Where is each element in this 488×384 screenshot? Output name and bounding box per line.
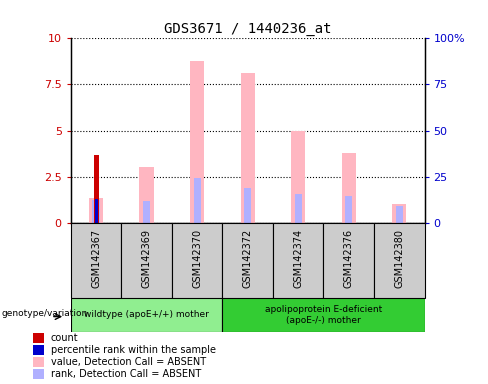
Text: GSM142372: GSM142372 xyxy=(243,229,253,288)
Bar xyxy=(273,223,324,298)
Bar xyxy=(89,198,103,223)
Bar xyxy=(33,333,44,343)
Bar xyxy=(223,223,273,298)
Bar xyxy=(172,223,223,298)
Text: genotype/variation: genotype/variation xyxy=(1,309,88,318)
Text: GSM142369: GSM142369 xyxy=(142,229,152,288)
Text: GSM142367: GSM142367 xyxy=(91,229,101,288)
Bar xyxy=(392,204,407,223)
Bar xyxy=(324,223,374,298)
Bar xyxy=(71,298,223,332)
Bar xyxy=(295,194,302,223)
Text: GSM142380: GSM142380 xyxy=(394,229,404,288)
Bar xyxy=(93,200,100,223)
Bar xyxy=(396,206,403,223)
Text: percentile rank within the sample: percentile rank within the sample xyxy=(51,345,216,355)
Text: count: count xyxy=(51,333,79,343)
Bar xyxy=(194,177,201,223)
Text: apolipoprotein E-deficient
(apoE-/-) mother: apolipoprotein E-deficient (apoE-/-) mot… xyxy=(265,305,382,324)
Title: GDS3671 / 1440236_at: GDS3671 / 1440236_at xyxy=(164,22,331,36)
Bar xyxy=(33,369,44,379)
Bar xyxy=(140,167,154,223)
Bar xyxy=(190,61,204,223)
Bar xyxy=(33,358,44,367)
Text: GSM142370: GSM142370 xyxy=(192,229,202,288)
Text: rank, Detection Call = ABSENT: rank, Detection Call = ABSENT xyxy=(51,369,201,379)
Bar xyxy=(342,153,356,223)
Bar xyxy=(244,188,251,223)
Bar xyxy=(94,154,99,223)
Bar xyxy=(291,131,305,223)
Bar xyxy=(241,73,255,223)
Text: GSM142374: GSM142374 xyxy=(293,229,303,288)
Text: wildtype (apoE+/+) mother: wildtype (apoE+/+) mother xyxy=(84,310,209,319)
Bar xyxy=(33,345,44,355)
Bar xyxy=(374,223,425,298)
Text: value, Detection Call = ABSENT: value, Detection Call = ABSENT xyxy=(51,357,206,367)
Bar xyxy=(71,223,122,298)
Bar xyxy=(122,223,172,298)
Text: GSM142376: GSM142376 xyxy=(344,229,354,288)
Bar xyxy=(143,200,150,223)
Bar xyxy=(95,199,98,223)
Bar xyxy=(223,298,425,332)
Bar xyxy=(345,196,352,223)
